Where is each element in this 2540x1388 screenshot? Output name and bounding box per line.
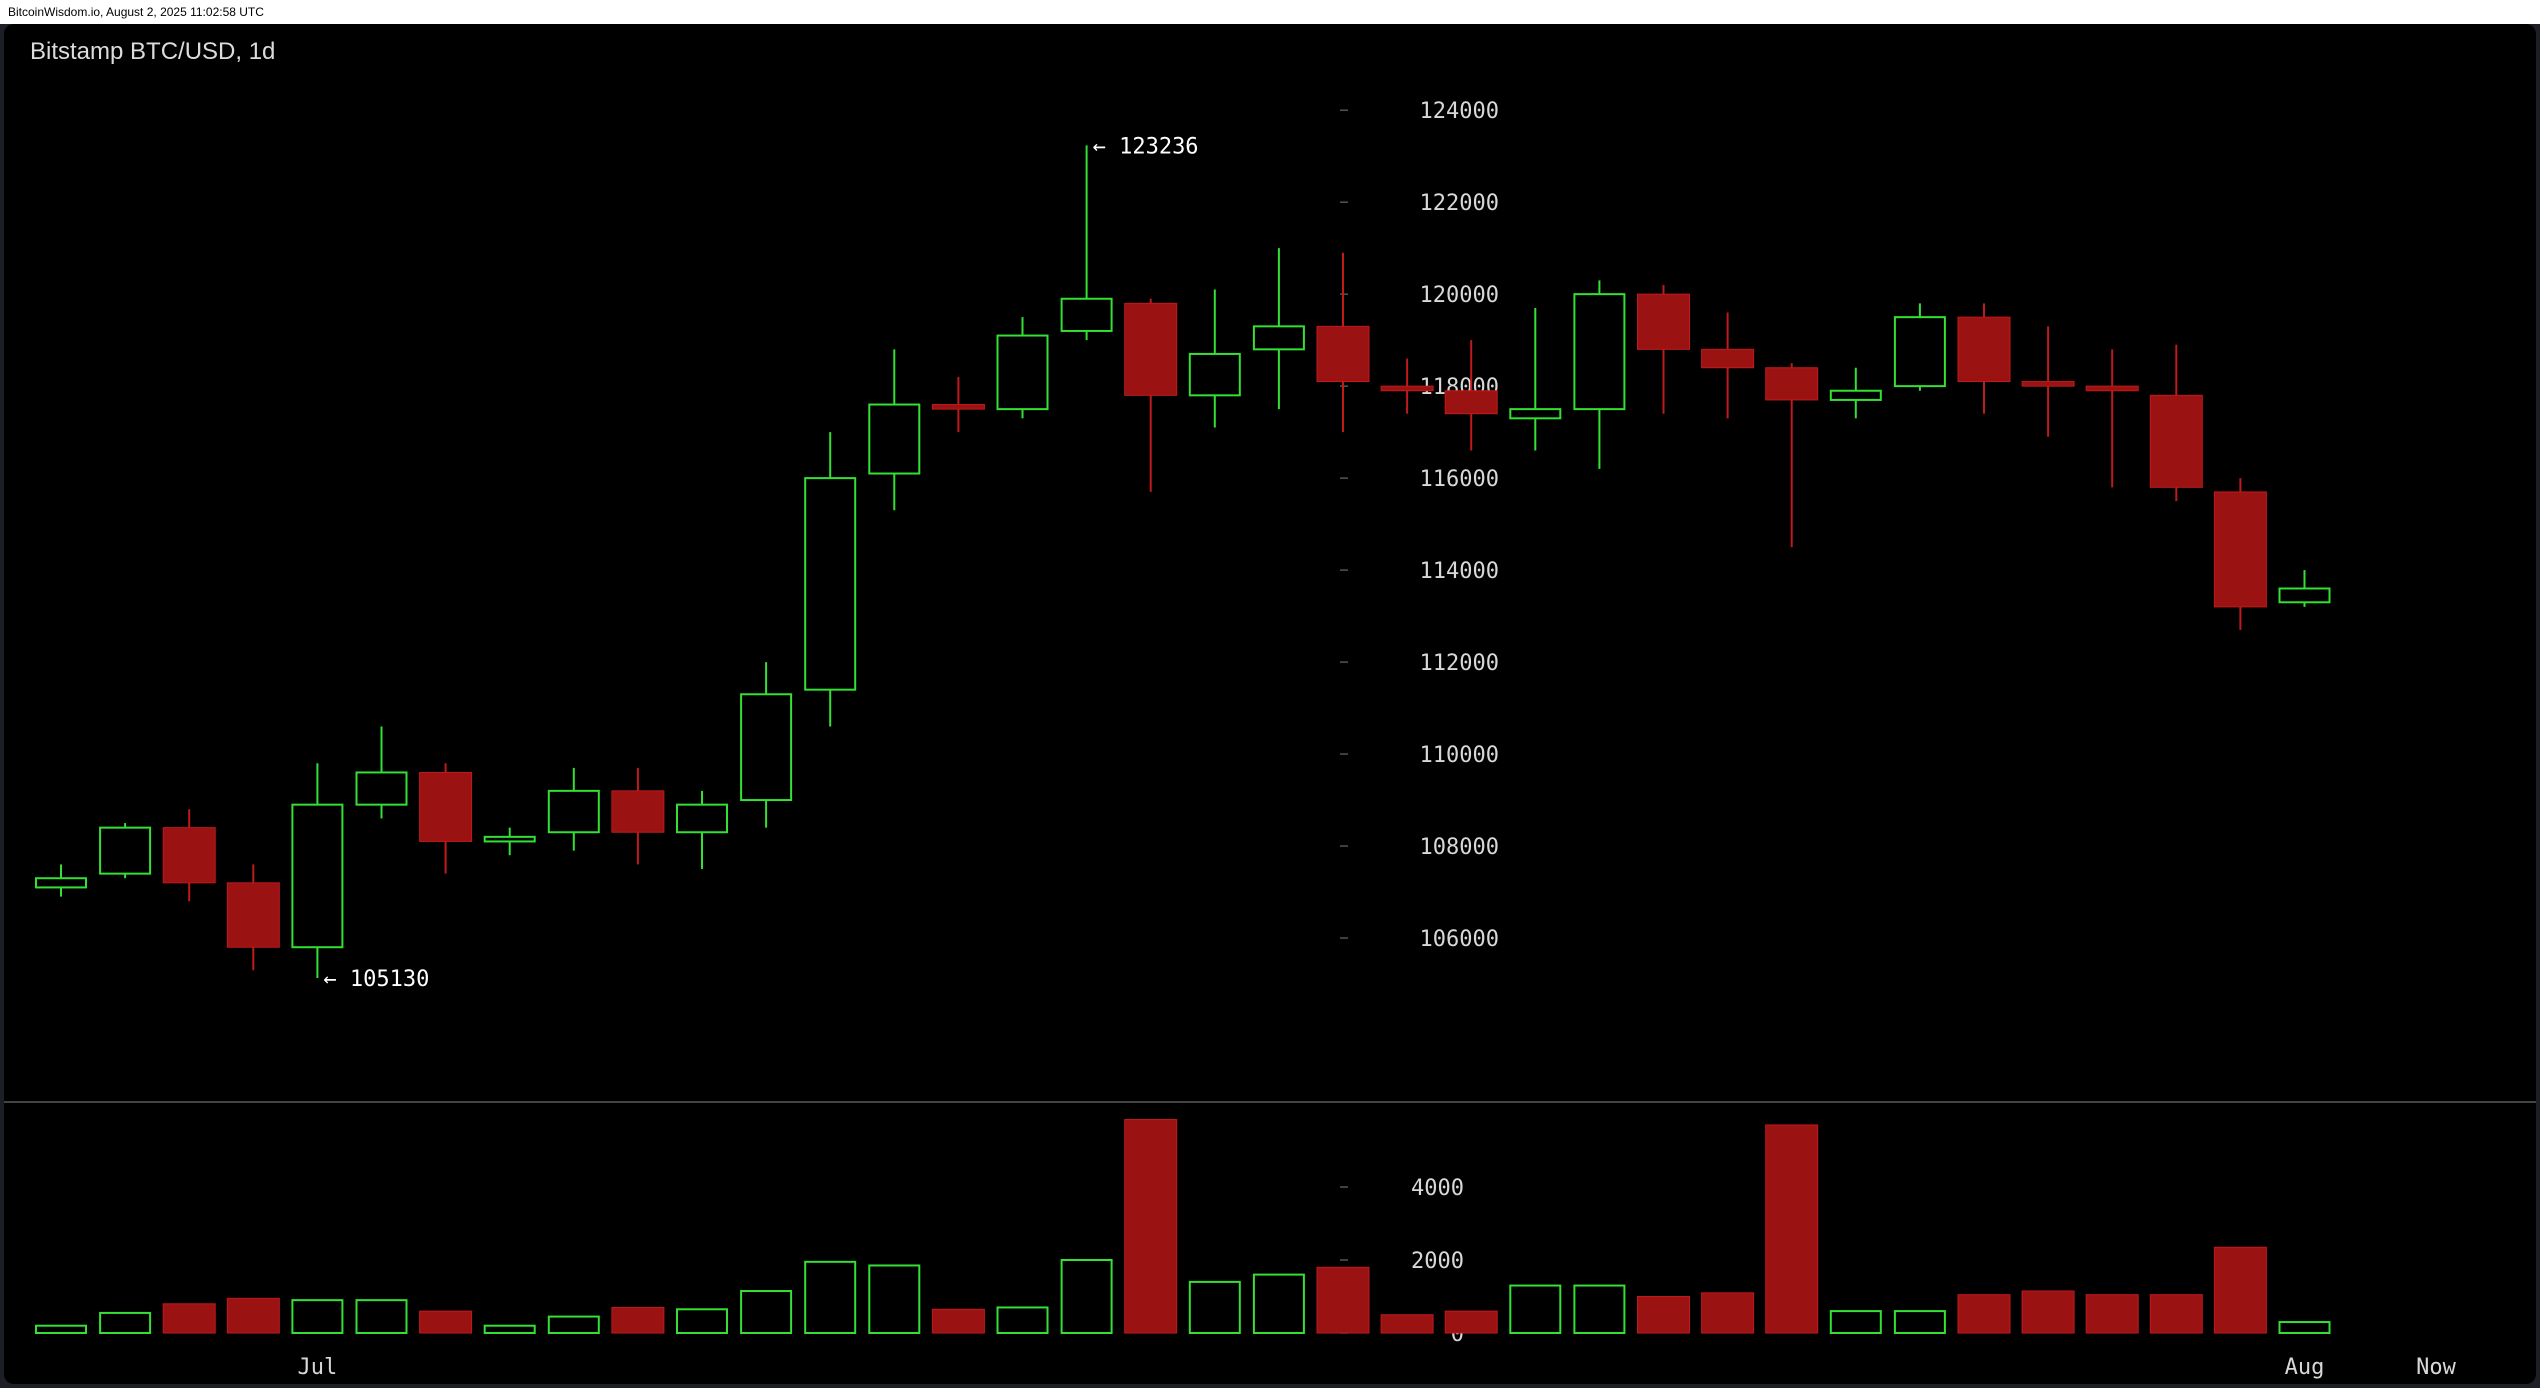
volume-bar-down[interactable]	[162, 1303, 216, 1334]
volume-bar-up[interactable]	[868, 1264, 921, 1334]
candle-body-down[interactable]	[226, 882, 280, 948]
candle-body-down[interactable]	[1701, 348, 1755, 369]
volume-bar-up[interactable]	[547, 1315, 600, 1334]
price-tick-label: 120000	[1420, 283, 1499, 308]
volume-bar-down[interactable]	[1444, 1310, 1498, 1334]
volume-bar-down[interactable]	[931, 1308, 985, 1334]
candle-body-up[interactable]	[1893, 316, 1946, 388]
candlestick-chart[interactable]: 1060001080001100001120001140001160001180…	[4, 24, 2536, 1384]
price-annotation: ← 123236	[1093, 134, 1199, 159]
candle-body-down[interactable]	[2213, 491, 2267, 608]
volume-tick-label: 2000	[1411, 1249, 1464, 1274]
candle-body-down[interactable]	[162, 827, 216, 884]
volume-bar-up[interactable]	[676, 1308, 728, 1335]
candle-body-down[interactable]	[1444, 390, 1498, 415]
candle-body-up[interactable]	[740, 693, 793, 802]
volume-bar-up[interactable]	[483, 1324, 536, 1334]
x-axis-label: Jul	[298, 1355, 338, 1380]
candle-body-up[interactable]	[1829, 389, 1882, 401]
candle-body-down[interactable]	[931, 404, 985, 410]
candle-body-up[interactable]	[676, 803, 728, 834]
candle-body-up[interactable]	[1573, 293, 1626, 411]
candle-body-down[interactable]	[1316, 325, 1370, 383]
volume-bar-up[interactable]	[1893, 1310, 1946, 1334]
candle-body-up[interactable]	[996, 334, 1049, 411]
price-tick-label: 124000	[1420, 99, 1499, 124]
volume-tick-label: 4000	[1411, 1176, 1464, 1201]
volume-bar-up[interactable]	[1829, 1310, 1882, 1334]
volume-bar-up[interactable]	[355, 1299, 408, 1335]
volume-bar-up[interactable]	[99, 1311, 152, 1335]
volume-bar-down[interactable]	[1701, 1292, 1755, 1334]
candle-body-up[interactable]	[99, 826, 152, 875]
volume-bar-up[interactable]	[1573, 1284, 1626, 1335]
volume-bar-up[interactable]	[291, 1299, 344, 1335]
candle-body-down[interactable]	[1637, 293, 1690, 350]
volume-bar-down[interactable]	[2149, 1294, 2203, 1334]
volume-bar-down[interactable]	[1316, 1266, 1370, 1334]
price-tick-label: 114000	[1420, 559, 1499, 584]
candle-body-down[interactable]	[2085, 385, 2139, 392]
chart-title: Bitstamp BTC/USD, 1d	[30, 38, 276, 65]
x-axis-label: Aug	[2285, 1355, 2325, 1380]
volume-bar-up[interactable]	[1252, 1273, 1305, 1334]
candle-body-up[interactable]	[355, 771, 408, 806]
candle-body-down[interactable]	[611, 790, 665, 833]
volume-bar-down[interactable]	[1124, 1118, 1178, 1334]
price-tick-label: 112000	[1420, 651, 1499, 676]
volume-bar-down[interactable]	[2021, 1290, 2075, 1334]
candle-body-down[interactable]	[2149, 394, 2203, 488]
volume-bar-up[interactable]	[1188, 1280, 1241, 1335]
price-tick-label: 108000	[1420, 835, 1499, 860]
volume-bar-down[interactable]	[419, 1310, 473, 1334]
candle-body-down[interactable]	[1380, 385, 1434, 392]
volume-bar-down[interactable]	[226, 1297, 280, 1334]
volume-bar-up[interactable]	[1509, 1284, 1562, 1335]
candle-body-up[interactable]	[868, 403, 921, 475]
candle-body-down[interactable]	[419, 771, 473, 842]
volume-bar-up[interactable]	[2278, 1321, 2331, 1335]
price-tick-label: 110000	[1420, 743, 1499, 768]
volume-bar-down[interactable]	[1765, 1124, 1819, 1334]
price-tick-label: 116000	[1420, 467, 1499, 492]
top-info-bar: BitcoinWisdom.io, August 2, 2025 11:02:5…	[0, 0, 2540, 24]
now-label: Now	[2416, 1355, 2456, 1380]
candle-body-down[interactable]	[1124, 302, 1178, 396]
candle-body-down[interactable]	[1957, 316, 2011, 383]
volume-bar-down[interactable]	[2085, 1294, 2139, 1334]
volume-bar-up[interactable]	[740, 1290, 793, 1335]
volume-bar-up[interactable]	[35, 1324, 87, 1334]
candle-body-down[interactable]	[2021, 381, 2075, 387]
price-tick-label: 106000	[1420, 927, 1499, 952]
candle-body-up[interactable]	[1188, 352, 1241, 397]
candle-body-up[interactable]	[547, 789, 600, 834]
volume-bar-up[interactable]	[996, 1306, 1049, 1334]
volume-bar-down[interactable]	[611, 1306, 665, 1334]
volume-bar-up[interactable]	[804, 1260, 857, 1334]
candle-body-up[interactable]	[2278, 587, 2331, 604]
price-tick-label: 122000	[1420, 191, 1499, 216]
volume-bar-down[interactable]	[1637, 1296, 1690, 1334]
volume-bar-down[interactable]	[2213, 1246, 2267, 1334]
candle-body-up[interactable]	[291, 803, 344, 949]
volume-bar-down[interactable]	[1380, 1314, 1434, 1334]
source-timestamp: BitcoinWisdom.io, August 2, 2025 11:02:5…	[8, 5, 264, 19]
price-annotation: ← 105130	[323, 967, 429, 992]
candle-body-up[interactable]	[1252, 325, 1305, 351]
candle-body-up[interactable]	[1509, 408, 1562, 420]
volume-bar-down[interactable]	[1957, 1294, 2011, 1334]
chart-panel[interactable]: Bitstamp BTC/USD, 1d 106000 108000 110000 1…	[4, 24, 2536, 1384]
candle-body-up[interactable]	[804, 477, 857, 691]
candle-body-up[interactable]	[1060, 297, 1113, 332]
volume-bar-up[interactable]	[1060, 1259, 1113, 1334]
candle-body-up[interactable]	[35, 877, 87, 889]
candle-body-down[interactable]	[1765, 367, 1819, 401]
candle-body-up[interactable]	[483, 835, 536, 843]
